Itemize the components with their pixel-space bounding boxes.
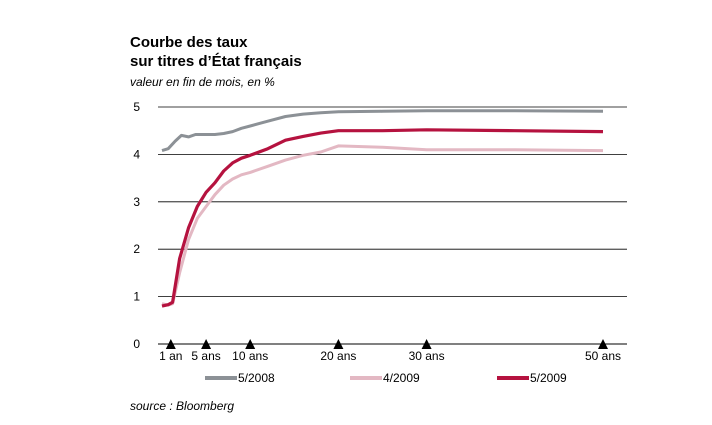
y-tick-label-1: 1 — [133, 290, 140, 304]
x-tick-label-20: 20 ans — [320, 349, 356, 363]
x-tick-label-5: 5 ans — [191, 349, 220, 363]
y-tick-label-5: 5 — [133, 100, 140, 114]
chart-title: Courbe des taux sur titres d’État frança… — [130, 33, 302, 71]
series-lines — [161, 109, 604, 308]
legend-label-5-2008: 5/2008 — [238, 371, 275, 385]
y-tick-label-4: 4 — [133, 147, 140, 161]
legend: 5/2008 4/2009 5/2009 — [205, 371, 567, 385]
x-tick-label-1: 1 an — [159, 349, 182, 363]
x-tick-label-10: 10 ans — [232, 349, 268, 363]
source-note: source : Bloomberg — [130, 399, 235, 413]
series-line-5-2009 — [161, 128, 604, 308]
x-tick-label-50: 50 ans — [585, 349, 621, 363]
y-tick-label-3: 3 — [133, 195, 140, 209]
x-axis-ticks: 1 an 5 ans 10 ans 20 ans 30 ans 50 ans — [159, 339, 621, 363]
chart-title-line-1: Courbe des taux — [130, 34, 248, 51]
x-tick-marker-20 — [333, 339, 344, 349]
gridlines — [158, 106, 627, 345]
x-tick-marker-5 — [201, 339, 212, 349]
x-tick-marker-50 — [598, 339, 608, 349]
y-tick-label-0: 0 — [133, 337, 140, 351]
x-tick-marker-1 — [165, 339, 176, 349]
y-axis-ticks: 0 1 2 3 4 5 — [133, 100, 140, 351]
x-tick-label-30: 30 ans — [409, 349, 445, 363]
chart-title-line-2: sur titres d’État français — [130, 53, 302, 70]
y-tick-label-2: 2 — [133, 242, 140, 256]
legend-label-5-2009: 5/2009 — [530, 371, 567, 385]
series-line-5-2008 — [161, 109, 604, 153]
x-tick-marker-10 — [245, 339, 256, 349]
series-line-4-2009 — [161, 144, 604, 307]
legend-label-4-2009: 4/2009 — [383, 371, 420, 385]
chart-subtitle: valeur en fin de mois, en % — [130, 75, 275, 89]
x-tick-marker-30 — [421, 339, 432, 349]
